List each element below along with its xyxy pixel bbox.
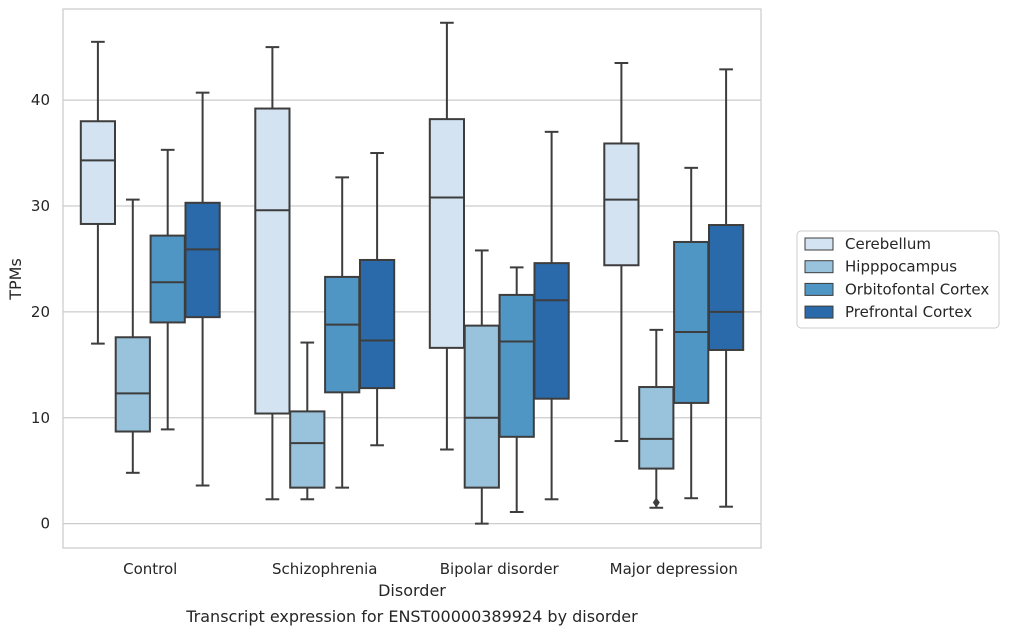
x-tick-label: Schizophrenia (272, 560, 377, 578)
box-plot-element (463, 249, 500, 525)
legend-swatch (804, 282, 834, 296)
box-plot-element (533, 130, 570, 501)
box-iqr (358, 258, 396, 390)
x-tick-labels: Control Schizophrenia Bipolar disorder Majo… (123, 560, 738, 578)
legend: Cerebellum Hipppocampus Orbitofontal Corte… (796, 230, 1000, 329)
box-plot-element (254, 46, 291, 501)
box-plot-element (289, 341, 326, 501)
legend-label: Hipppocampus (845, 258, 957, 276)
outlier-point (652, 497, 660, 508)
legend-swatch (804, 305, 834, 319)
legend-swatch (804, 260, 834, 274)
legend-label: Orbitofontal Cortex (845, 280, 989, 298)
box-iqr (79, 120, 117, 225)
box-iqr (184, 201, 221, 319)
box-iqr (638, 386, 675, 470)
box-iqr (673, 240, 710, 404)
box-plot-element (79, 40, 117, 345)
box-plot-element (498, 266, 535, 513)
box-iqr (498, 293, 535, 438)
boxes (79, 21, 745, 525)
y-axis-label: TPMs (6, 258, 25, 301)
box-iqr (533, 262, 570, 400)
box-plot-element (114, 198, 151, 474)
box-plot-element (324, 176, 361, 489)
box-iqr (289, 410, 326, 489)
legend-swatch (804, 237, 834, 251)
box-plot-element (184, 91, 221, 487)
box-plot-element (673, 166, 710, 500)
box-iqr (324, 275, 361, 394)
box-iqr (707, 224, 745, 351)
y-tick-label: 30 (31, 197, 50, 215)
x-axis-label: Disorder (378, 581, 446, 600)
x-tick-label: Major depression (610, 560, 738, 578)
x-tick-label: Control (123, 560, 177, 578)
y-tick-label: 0 (40, 515, 50, 533)
y-tick-label: 40 (31, 91, 50, 109)
box-iqr (254, 107, 291, 415)
box-plot-element (428, 21, 466, 451)
box-iqr (463, 324, 500, 489)
y-tick-label: 10 (31, 409, 50, 427)
y-tick-label: 20 (31, 303, 50, 321)
box-iqr (114, 336, 151, 433)
box-plot-element (603, 62, 640, 443)
x-tick-label: Bipolar disorder (440, 560, 560, 578)
legend-label: Prefrontal Cortex (845, 303, 972, 321)
box-plot-element (638, 328, 675, 509)
box-plot-element (358, 152, 396, 447)
box-plot-element (707, 68, 745, 508)
legend-label: Cerebellum (845, 235, 931, 253)
legend-frame (796, 230, 1000, 329)
y-tick-labels: 0 10 20 30 40 (31, 91, 50, 533)
box-iqr (603, 142, 640, 267)
box-iqr (428, 118, 466, 349)
box-iqr (149, 234, 186, 324)
plot-frame (62, 8, 762, 549)
chart-caption: Transcript expression for ENST0000038992… (185, 607, 638, 626)
